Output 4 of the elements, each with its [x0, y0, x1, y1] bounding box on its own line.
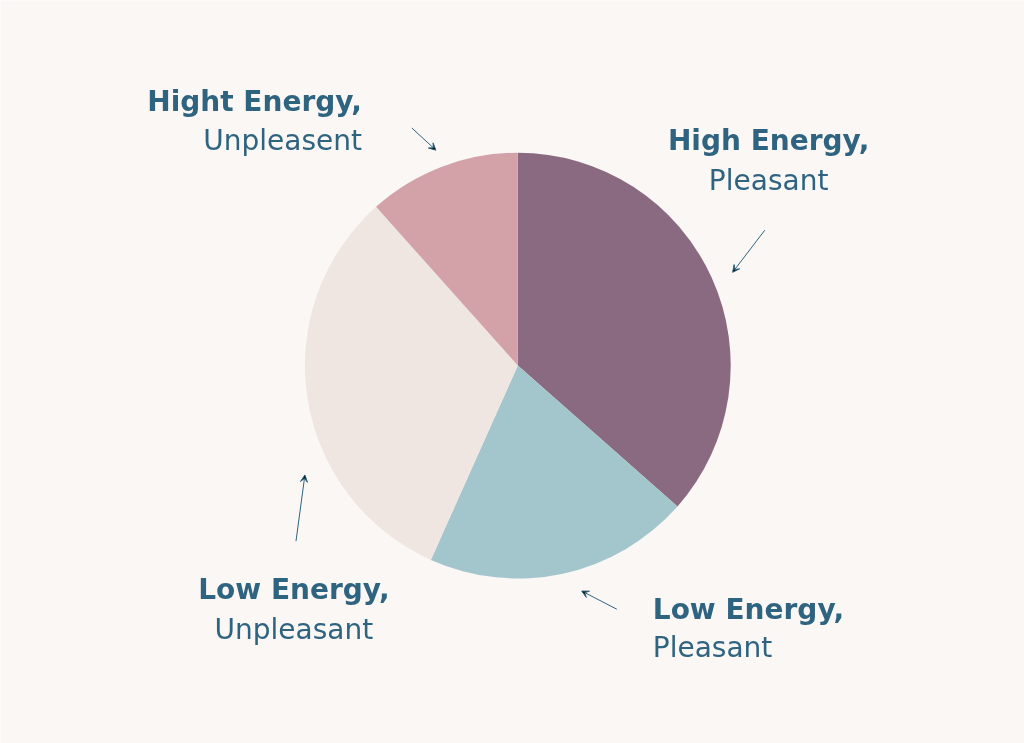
slice-label: Low Energy, Unpleasant [198, 572, 390, 646]
slice-label: High Energy, Pleasant [667, 123, 870, 197]
slice-label: Hight Energy, Unpleasent [147, 85, 363, 157]
slice-label: Low Energy, Pleasant [652, 592, 845, 664]
